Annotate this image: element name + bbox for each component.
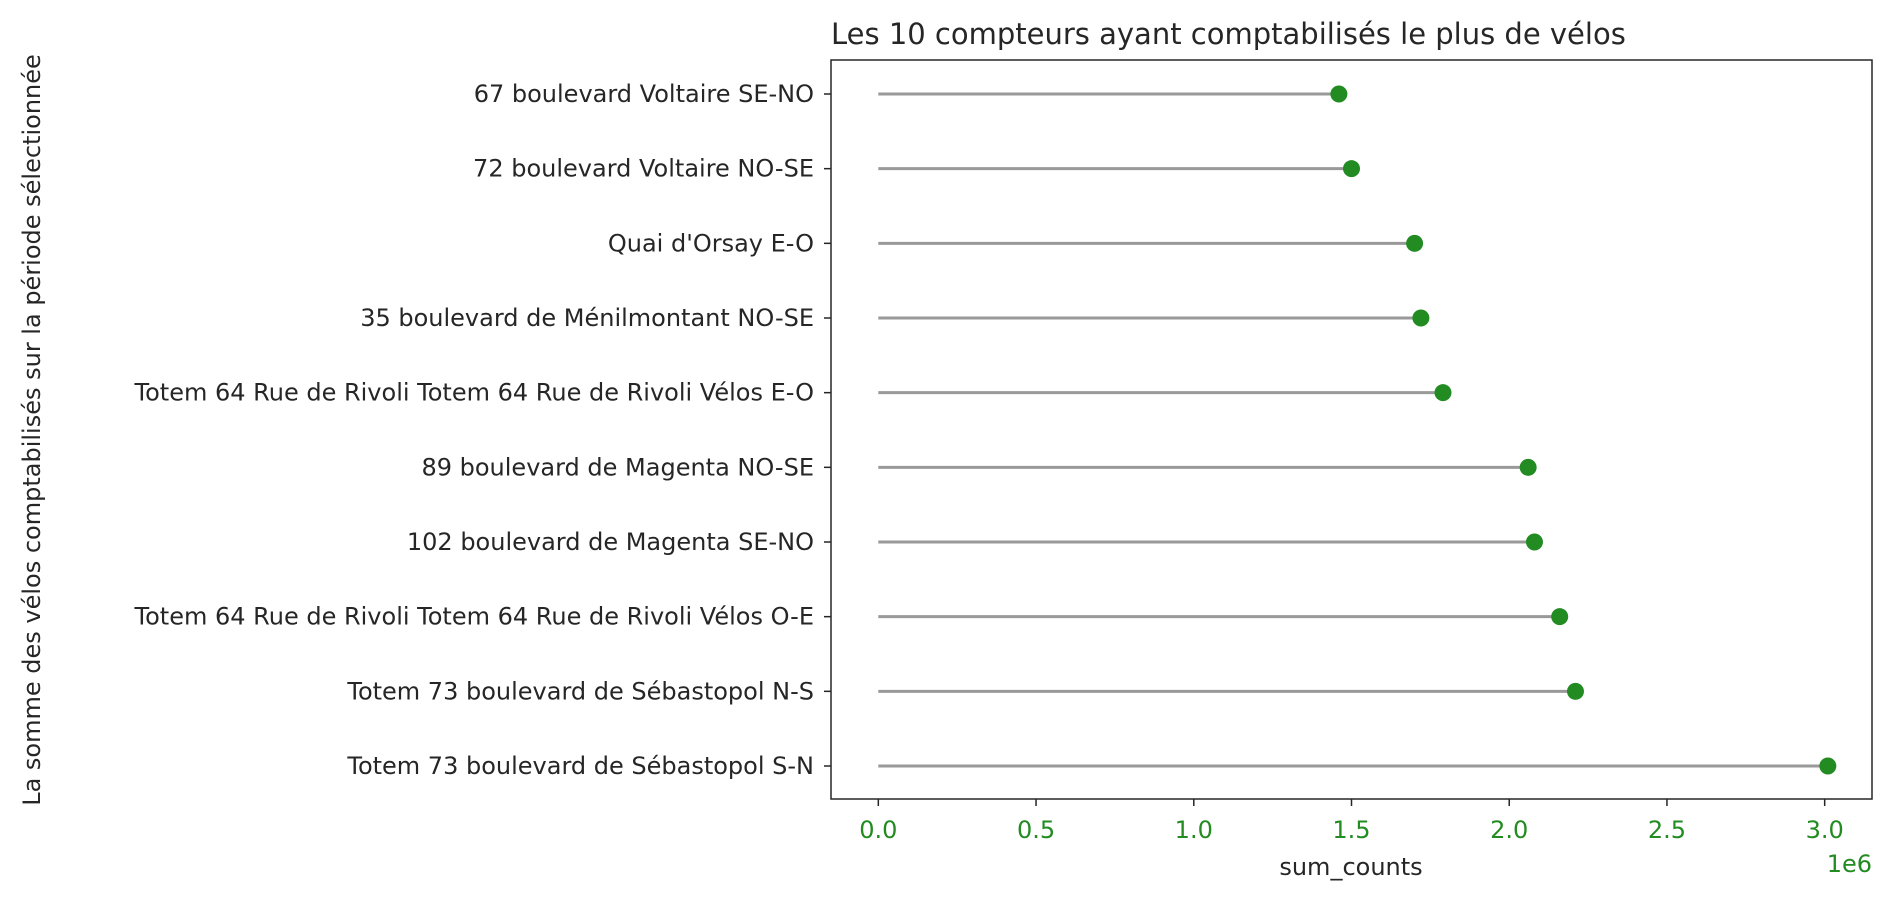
marker bbox=[1343, 160, 1360, 178]
y-axis-label: La somme des vélos comptabilisés sur la … bbox=[18, 54, 46, 806]
x-tick-label: 0.5 bbox=[1017, 816, 1055, 844]
marker bbox=[1551, 608, 1569, 626]
x-ticks-group: 0.0 0.5 1.0 1.5 2.0 2.5 3.0 bbox=[859, 799, 1844, 844]
category-label: 89 boulevard de Magenta NO-SE bbox=[421, 453, 814, 481]
x-tick-label: 0.0 bbox=[859, 816, 897, 844]
marker bbox=[1412, 309, 1430, 327]
x-tick-label: 3.0 bbox=[1806, 816, 1844, 844]
marker bbox=[1566, 682, 1584, 700]
marker bbox=[1406, 234, 1424, 252]
marker bbox=[1819, 757, 1837, 775]
stems-group bbox=[878, 92, 1828, 768]
category-label: 67 boulevard Voltaire SE-NO bbox=[474, 80, 814, 108]
x-tick-label: 1.0 bbox=[1175, 816, 1213, 844]
x-tick-label: 2.5 bbox=[1648, 816, 1686, 844]
marker bbox=[1330, 85, 1348, 103]
category-label: Totem 64 Rue de Rivoli Totem 64 Rue de R… bbox=[134, 379, 814, 407]
category-labels-group: 67 boulevard Voltaire SE-NO 72 boulevard … bbox=[134, 80, 831, 780]
x-offset-label: 1e6 bbox=[1827, 850, 1872, 878]
markers-group bbox=[1330, 85, 1837, 775]
marker bbox=[1434, 384, 1452, 402]
category-label: Totem 73 boulevard de Sébastopol N-S bbox=[346, 677, 814, 705]
x-tick-label: 1.5 bbox=[1332, 816, 1370, 844]
x-axis-label: sum_counts bbox=[1279, 853, 1422, 881]
category-label: Totem 64 Rue de Rivoli Totem 64 Rue de R… bbox=[134, 603, 814, 631]
chart-title: Les 10 compteurs ayant comptabilisés le … bbox=[831, 17, 1626, 51]
marker bbox=[1519, 458, 1537, 476]
x-tick-label: 2.0 bbox=[1490, 816, 1528, 844]
category-label: Totem 73 boulevard de Sébastopol S-N bbox=[346, 752, 814, 780]
category-label: Quai d'Orsay E-O bbox=[608, 229, 814, 257]
marker bbox=[1525, 533, 1543, 551]
category-label: 72 boulevard Voltaire NO-SE bbox=[473, 155, 814, 183]
category-label: 35 boulevard de Ménilmontant NO-SE bbox=[360, 304, 814, 332]
category-label: 102 boulevard de Magenta SE-NO bbox=[407, 528, 814, 556]
